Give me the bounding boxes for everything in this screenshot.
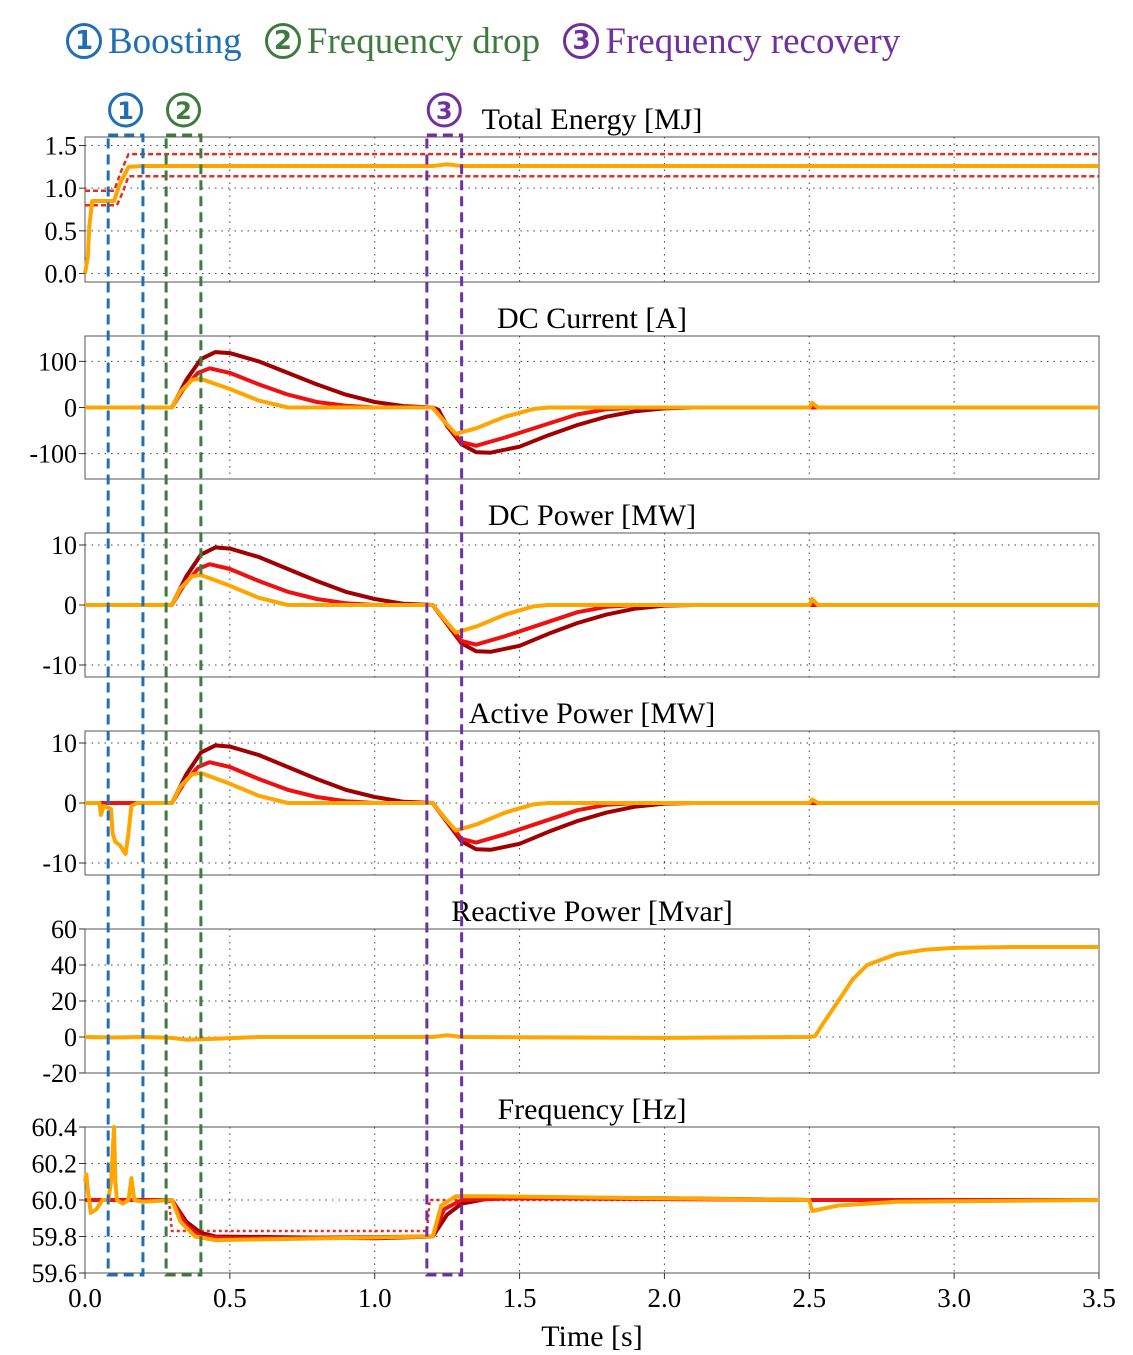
legend-item-frequency-recovery: 3 Frequency recovery <box>563 21 900 62</box>
x-tick-label: 3.5 <box>1082 1283 1116 1313</box>
legend-label-frequency-drop: Frequency drop <box>306 21 541 62</box>
y-tick-label-total-energy-mj: 0.5 <box>45 217 78 246</box>
y-tick-label-frequency-hz: 59.8 <box>32 1223 78 1252</box>
y-tick-label-dc-current-a: -100 <box>29 440 77 469</box>
series-line-active-power-mw-case-c <box>85 771 1099 856</box>
y-tick-label-total-energy-mj: 0.0 <box>45 259 78 288</box>
x-tick-label: 2.0 <box>648 1283 682 1313</box>
series-line-frequency-hz-case-c <box>83 1125 1100 1243</box>
y-tick-label-reactive-power-mvar: 60 <box>51 915 77 944</box>
series-line-total-energy-mj-lower-limit <box>85 174 1099 207</box>
y-tick-label-total-energy-mj: 1.5 <box>45 132 78 161</box>
y-tick-label-frequency-hz: 60.2 <box>32 1150 78 1179</box>
subplot-title-dc-power-mw: DC Power [MW] <box>488 499 696 532</box>
y-tick-label-dc-power-mw: 0 <box>64 591 77 620</box>
y-tick-label-frequency-hz: 60.4 <box>32 1113 78 1142</box>
y-tick-label-active-power-mw: -10 <box>42 849 77 878</box>
x-axis-label: Time [s] <box>541 1320 642 1353</box>
y-tick-label-reactive-power-mvar: -20 <box>42 1059 77 1088</box>
y-tick-label-active-power-mw: 10 <box>51 729 77 758</box>
y-tick-label-reactive-power-mvar: 20 <box>51 987 77 1016</box>
series-line-dc-power-mw-case-c <box>85 573 1099 635</box>
plot-frame-total-energy-mj <box>84 136 1100 283</box>
y-tick-label-dc-power-mw: -10 <box>42 651 77 680</box>
subplot-title-frequency-hz: Frequency [Hz] <box>497 1093 686 1126</box>
legend-badge-1: 1 <box>66 23 102 59</box>
legend-badge-2: 2 <box>264 23 301 59</box>
y-tick-label-dc-current-a: 100 <box>38 347 77 376</box>
x-tick-label: 0.0 <box>68 1283 102 1313</box>
subplot-title-dc-current-a: DC Current [A] <box>497 302 687 335</box>
y-tick-label-dc-current-a: 0 <box>64 394 77 423</box>
series-line-total-energy-mj-upper-limit <box>85 152 1099 192</box>
legend-item-frequency-drop: 2 Frequency drop <box>264 21 550 62</box>
y-tick-label-reactive-power-mvar: 40 <box>51 951 77 980</box>
phase-marker-label-2: 2 <box>175 97 192 125</box>
y-tick-label-active-power-mw: 0 <box>64 789 77 818</box>
x-tick-label: 0.5 <box>213 1283 247 1313</box>
phase-marker-label-1: 1 <box>117 97 134 125</box>
series-line-total-energy-mj-energy <box>83 162 1099 274</box>
series-line-reactive-power-mvar-case-c <box>84 945 1099 1042</box>
phase-box-3 <box>425 133 464 1277</box>
series-line-dc-current-a-case-c <box>85 376 1099 436</box>
legend-badge-3: 3 <box>563 23 600 59</box>
subplot-title-total-energy-mj: Total Energy [MJ] <box>482 103 703 136</box>
phase-marker-label-3: 3 <box>436 97 453 125</box>
legend-label-boosting: Boosting <box>108 21 242 62</box>
y-tick-label-total-energy-mj: 1.0 <box>45 174 78 203</box>
y-tick-label-frequency-hz: 60.0 <box>32 1186 78 1215</box>
phase-marker-circle-3 <box>426 92 462 128</box>
x-tick-label: 3.0 <box>937 1283 971 1313</box>
y-tick-label-dc-power-mw: 10 <box>51 531 77 560</box>
y-tick-label-frequency-hz: 59.6 <box>32 1259 78 1288</box>
y-tick-label-reactive-power-mvar: 0 <box>64 1023 77 1052</box>
subplot-title-reactive-power-mvar: Reactive Power [Mvar] <box>451 895 733 928</box>
x-tick-label: 1.5 <box>503 1283 537 1313</box>
phase-legend: 1 Boosting 2 Frequency drop 3 Frequency rec… <box>66 20 914 63</box>
legend-item-boosting: 1 Boosting <box>66 21 251 62</box>
phase-box-1 <box>106 133 145 1277</box>
x-tick-label: 2.5 <box>792 1283 826 1313</box>
phase-box-2 <box>164 133 203 1277</box>
phase-marker-circle-1 <box>108 92 144 128</box>
phase-marker-circle-2 <box>166 92 202 128</box>
legend-label-frequency-recovery: Frequency recovery <box>605 21 901 62</box>
x-tick-label: 1.0 <box>358 1283 392 1313</box>
subplot-title-active-power-mw: Active Power [MW] <box>469 697 716 730</box>
